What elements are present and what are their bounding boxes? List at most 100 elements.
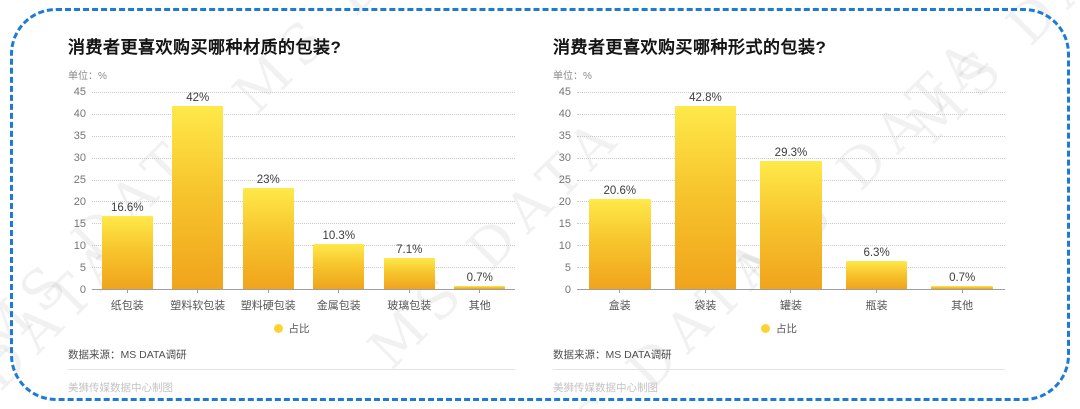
category-label: 盒装 bbox=[608, 300, 631, 312]
category-label: 瓶装 bbox=[865, 300, 888, 312]
bar bbox=[172, 106, 224, 289]
gridline bbox=[577, 92, 1005, 93]
gridline bbox=[577, 157, 1005, 159]
axis-tick bbox=[267, 290, 269, 293]
category-axis: 纸包装 塑料软包装 塑料硬包装 金属包装 玻璃包装 其他 bbox=[92, 290, 515, 313]
bar-chart-form: 消费者更喜欢购买哪种形式的包装? 单位：% 45 40 35 30 25 20 15 10 5 0… bbox=[553, 33, 1005, 395]
category-label: 金属包装 bbox=[316, 300, 361, 312]
y-tick-label: 30 bbox=[73, 151, 86, 164]
gridline bbox=[92, 267, 515, 269]
y-tick-label: 10 bbox=[73, 240, 86, 252]
y-tick-label: 15 bbox=[73, 217, 86, 230]
axis-tick bbox=[197, 290, 199, 293]
bar bbox=[101, 216, 153, 289]
axis-tick bbox=[479, 290, 481, 293]
gridline bbox=[92, 245, 515, 247]
credit-note: 美狮传媒数据中心制图 bbox=[553, 382, 658, 394]
y-tick-label: 25 bbox=[558, 174, 571, 186]
axis-tick bbox=[126, 290, 128, 293]
category-axis: 盒装 袋装 罐装 瓶装 其他 bbox=[577, 290, 1005, 313]
y-tick-label: 45 bbox=[558, 86, 571, 98]
gridline bbox=[92, 157, 515, 159]
category-label: 纸包装 bbox=[110, 300, 144, 312]
category-label: 罐装 bbox=[779, 300, 802, 312]
legend: 占比 bbox=[68, 321, 515, 336]
y-tick-label: 10 bbox=[558, 240, 571, 252]
y-axis: 45 40 35 30 25 20 15 10 5 0 bbox=[553, 86, 577, 296]
y-tick-label: 35 bbox=[558, 130, 571, 142]
bar-value-label: 42% bbox=[186, 92, 210, 104]
axis-tick bbox=[408, 290, 410, 293]
gridline bbox=[92, 113, 515, 115]
bar-value-label: 20.6% bbox=[603, 184, 637, 197]
bar bbox=[931, 285, 993, 289]
y-axis: 45 40 35 30 25 20 15 10 5 0 bbox=[68, 86, 92, 296]
category-label: 塑料软包装 bbox=[170, 300, 226, 312]
axis-tick bbox=[338, 290, 340, 293]
y-tick-label: 5 bbox=[79, 262, 86, 274]
axis-tick bbox=[704, 290, 706, 293]
legend-dot-icon bbox=[761, 324, 770, 333]
y-tick-label: 20 bbox=[73, 196, 86, 208]
bar bbox=[760, 160, 822, 289]
bar-value-label: 29.3% bbox=[774, 146, 808, 159]
y-tick-label: 30 bbox=[558, 151, 571, 164]
category-label: 袋装 bbox=[694, 300, 717, 312]
axis-tick bbox=[790, 290, 792, 293]
gridline bbox=[92, 179, 515, 181]
y-tick-label: 40 bbox=[73, 108, 86, 120]
y-tick-label: 25 bbox=[73, 174, 86, 186]
bar bbox=[242, 188, 294, 289]
credit-note: 美狮传媒数据中心制图 bbox=[68, 382, 173, 394]
bar bbox=[454, 285, 506, 289]
y-tick-label: 0 bbox=[79, 284, 86, 296]
gridline bbox=[92, 201, 515, 203]
chart-title: 消费者更喜欢购买哪种形式的包装? bbox=[553, 38, 827, 57]
gridline bbox=[92, 92, 515, 93]
source-note: 数据来源：MS DATA调研 bbox=[553, 347, 1005, 370]
category-label: 塑料硬包装 bbox=[240, 300, 296, 312]
y-tick-label: 45 bbox=[73, 86, 86, 98]
axis-tick bbox=[961, 290, 963, 293]
unit-label: 单位：% bbox=[68, 71, 107, 82]
bar-value-label: 6.3% bbox=[863, 247, 890, 260]
y-tick-label: 0 bbox=[564, 284, 571, 296]
gridline bbox=[92, 223, 515, 225]
bar bbox=[588, 198, 651, 289]
chart-title: 消费者更喜欢购买哪种材质的包装? bbox=[68, 38, 342, 57]
bar-value-label: 7.1% bbox=[396, 243, 423, 256]
category-label: 玻璃包装 bbox=[387, 300, 432, 312]
y-tick-label: 5 bbox=[564, 262, 571, 274]
y-tick-label: 20 bbox=[558, 196, 571, 208]
bar-value-label: 10.3% bbox=[322, 229, 356, 242]
bar-value-label: 23% bbox=[256, 174, 280, 187]
plot-area: 20.6% 42.8% 29.3% 6.3% 0.7% bbox=[577, 92, 1005, 290]
bar-value-label: 16.6% bbox=[110, 202, 144, 215]
legend-dot-icon bbox=[273, 324, 283, 333]
legend-label: 占比 bbox=[776, 323, 797, 335]
y-tick-label: 15 bbox=[558, 217, 571, 230]
bar-value-label: 42.8% bbox=[689, 92, 722, 104]
bar bbox=[313, 243, 365, 289]
bar-value-label: 0.7% bbox=[949, 271, 976, 284]
plot-area: 16.6% 42% 23% 10.3% 7.1% 0.7% bbox=[92, 92, 515, 290]
category-label: 其他 bbox=[951, 300, 974, 312]
category-label: 其他 bbox=[468, 300, 491, 312]
bar bbox=[674, 106, 737, 289]
axis-tick bbox=[619, 290, 621, 293]
gridline bbox=[92, 135, 515, 137]
source-note: 数据来源：MS DATA调研 bbox=[68, 347, 515, 370]
legend-label: 占比 bbox=[288, 323, 310, 335]
y-tick-label: 35 bbox=[73, 130, 86, 142]
gridline bbox=[577, 135, 1005, 137]
legend: 占比 bbox=[553, 321, 1005, 336]
y-tick-label: 40 bbox=[558, 108, 571, 120]
unit-label: 单位：% bbox=[553, 71, 592, 82]
bar-value-label: 0.7% bbox=[466, 271, 493, 284]
gridline bbox=[577, 113, 1005, 115]
axis-tick bbox=[876, 290, 878, 293]
bar-chart-material: 消费者更喜欢购买哪种材质的包装? 单位：% 45 40 35 30 25 20 15 10 5 0… bbox=[68, 33, 515, 395]
bar bbox=[383, 257, 435, 289]
bar bbox=[845, 261, 908, 289]
